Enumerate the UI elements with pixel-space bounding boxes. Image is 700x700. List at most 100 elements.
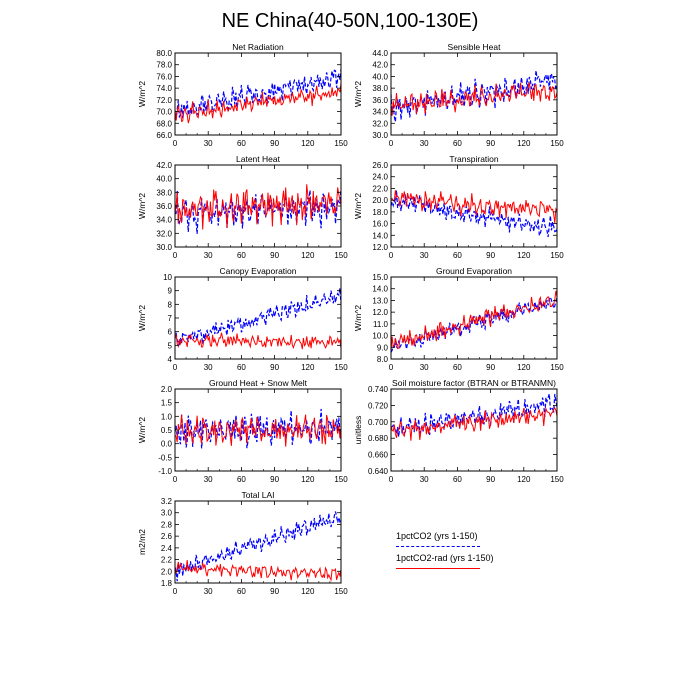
series-line-soil-moisture-factor-btran-or-btranmn-1pctco2-rad [391,406,557,441]
y-tick-label-total-lai-6: 3.0 [161,509,173,518]
x-tick-label-ground-heat-snow-melt-90: 90 [270,475,279,484]
x-tick-label-ground-evaporation-60: 60 [453,363,462,372]
y-tick-label-latent-heat-1: 32.0 [156,229,172,238]
series-line-canopy-evaporation-1pctco2-rad [175,332,341,350]
y-tick-label-transpiration-2: 16.0 [372,220,388,229]
y-tick-label-soil-moisture-factor-btran-or-btranmn-2: 0.680 [368,434,389,443]
x-tick-label-latent-heat-90: 90 [270,251,279,260]
legend-item-1pctco2-rad: 1pctCO2-rad (yrs 1-150) [388,553,508,575]
y-tick-label-ground-evaporation-6: 14.0 [372,285,388,294]
x-tick-label-latent-heat-0: 0 [173,251,178,260]
panel-ground-heat-snow-melt: Ground Heat + Snow Melt 0 30 60 90 120 150 -1.0… [137,378,348,484]
legend-item-1pctco2: 1pctCO2 (yrs 1-150) [388,531,508,553]
y-tick-label-ground-heat-snow-melt-3: 0.5 [161,426,173,435]
y-tick-label-latent-heat-2: 34.0 [156,216,172,225]
x-tick-label-soil-moisture-factor-btran-or-btranmn-90: 90 [486,475,495,484]
x-tick-label-total-lai-90: 90 [270,587,279,596]
y-tick-label-ground-heat-snow-melt-4: 1.0 [161,412,173,421]
x-tick-label-latent-heat-150: 150 [334,251,348,260]
panel-ground-evaporation: Ground Evaporation 0 30 60 90 120 150 8.0 9.0 10.… [353,266,564,372]
legend-swatch-1pctco2 [396,546,480,547]
y-tick-label-transpiration-6: 24.0 [372,173,388,182]
x-tick-label-latent-heat-60: 60 [237,251,246,260]
x-tick-label-sensible-heat-0: 0 [389,139,394,148]
x-tick-label-latent-heat-30: 30 [204,251,213,260]
y-tick-label-transpiration-4: 20.0 [372,196,388,205]
x-tick-label-transpiration-120: 120 [517,251,531,260]
x-tick-label-total-lai-60: 60 [237,587,246,596]
y-tick-label-net-radiation-2: 70.0 [156,108,172,117]
x-tick-label-ground-heat-snow-melt-30: 30 [204,475,213,484]
x-tick-label-sensible-heat-120: 120 [517,139,531,148]
y-tick-label-net-radiation-4: 74.0 [156,84,172,93]
legend-swatch-1pctco2-rad [396,568,480,569]
y-tick-label-ground-heat-snow-melt-6: 2.0 [161,385,173,394]
y-tick-label-ground-heat-snow-melt-5: 1.5 [161,399,173,408]
panel-sensible-heat: Sensible Heat 0 30 60 90 120 150 30.0 32.0 34.0 36… [353,42,564,148]
legend: 1pctCO2 (yrs 1-150) 1pctCO2-rad (yrs 1-1… [388,531,508,581]
panel-soil-moisture-factor-btran-or-btranmn: Soil moisture factor (BTRAN or BTRANMN)0… [353,378,564,484]
y-tick-label-canopy-evaporation-4: 8 [168,300,173,309]
x-tick-label-transpiration-30: 30 [420,251,429,260]
y-tick-label-sensible-heat-4: 38.0 [372,84,388,93]
x-tick-label-sensible-heat-90: 90 [486,139,495,148]
x-tick-label-transpiration-150: 150 [550,251,564,260]
y-tick-label-ground-evaporation-0: 8.0 [377,355,389,364]
y-tick-label-sensible-heat-0: 30.0 [372,131,388,140]
panel-title-latent-heat: Latent Heat [236,154,281,164]
y-tick-label-sensible-heat-7: 44.0 [372,49,388,58]
x-tick-label-ground-evaporation-120: 120 [517,363,531,372]
y-tick-label-net-radiation-5: 76.0 [156,72,172,81]
y-tick-label-sensible-heat-5: 40.0 [372,72,388,81]
y-tick-label-total-lai-2: 2.2 [161,556,173,565]
series-line-ground-heat-snow-melt-1pctco2 [175,408,341,449]
y-tick-label-total-lai-7: 3.2 [161,497,173,506]
series-line-canopy-evaporation-1pctco2 [175,288,341,346]
x-tick-label-soil-moisture-factor-btran-or-btranmn-60: 60 [453,475,462,484]
x-tick-label-ground-evaporation-90: 90 [486,363,495,372]
x-tick-label-net-radiation-30: 30 [204,139,213,148]
series-line-latent-heat-1pctco2-rad [175,184,341,230]
y-axis-label-latent-heat: W/m^2 [137,193,147,219]
panel-title-soil-moisture-factor-btran-or-btranmn: Soil moisture factor (BTRAN or BTRANMN) [392,378,556,388]
panel-title-total-lai: Total LAI [241,490,274,500]
figure-title: NE China(40-50N,100-130E) [221,10,479,32]
y-axis-label-ground-heat-snow-melt: W/m^2 [137,417,147,443]
y-tick-label-total-lai-4: 2.6 [161,532,173,541]
y-tick-label-ground-heat-snow-melt-0: -1.0 [158,467,172,476]
y-tick-label-ground-heat-snow-melt-1: -0.5 [158,453,172,462]
x-tick-label-canopy-evaporation-30: 30 [204,363,213,372]
series-line-total-lai-1pctco2 [175,511,341,582]
y-tick-label-net-radiation-1: 68.0 [156,119,172,128]
y-tick-label-total-lai-5: 2.8 [161,520,173,529]
y-tick-label-soil-moisture-factor-btran-or-btranmn-5: 0.740 [368,385,389,394]
y-tick-label-total-lai-3: 2.4 [161,544,173,553]
x-tick-label-canopy-evaporation-120: 120 [301,363,315,372]
x-tick-label-canopy-evaporation-60: 60 [237,363,246,372]
y-tick-label-soil-moisture-factor-btran-or-btranmn-4: 0.720 [368,401,389,410]
x-tick-label-transpiration-90: 90 [486,251,495,260]
x-tick-label-total-lai-120: 120 [301,587,315,596]
y-tick-label-total-lai-1: 2.0 [161,567,173,576]
y-tick-label-soil-moisture-factor-btran-or-btranmn-0: 0.640 [368,467,389,476]
y-tick-label-net-radiation-7: 80.0 [156,49,172,58]
plot-frame-sensible-heat [390,52,558,136]
y-axis-label-total-lai: m2/m2 [137,529,147,555]
plot-frame-total-lai [174,500,342,584]
series-line-transpiration-1pctco2-rad [391,190,557,224]
x-tick-label-soil-moisture-factor-btran-or-btranmn-150: 150 [550,475,564,484]
y-tick-label-net-radiation-3: 72.0 [156,96,172,105]
x-tick-label-total-lai-30: 30 [204,587,213,596]
panel-title-canopy-evaporation: Canopy Evaporation [219,266,296,276]
panel-title-ground-heat-snow-melt: Ground Heat + Snow Melt [209,378,308,388]
y-tick-label-transpiration-1: 14.0 [372,231,388,240]
x-tick-label-ground-heat-snow-melt-120: 120 [301,475,315,484]
panel-title-ground-evaporation: Ground Evaporation [436,266,512,276]
x-tick-label-ground-evaporation-150: 150 [550,363,564,372]
y-tick-label-latent-heat-0: 30.0 [156,243,172,252]
y-tick-label-canopy-evaporation-0: 4 [168,355,173,364]
series-line-ground-evaporation-1pctco2 [391,295,557,353]
x-tick-label-net-radiation-0: 0 [173,139,178,148]
y-tick-label-ground-evaporation-1: 9.0 [377,343,389,352]
y-tick-label-canopy-evaporation-3: 7 [168,314,173,323]
